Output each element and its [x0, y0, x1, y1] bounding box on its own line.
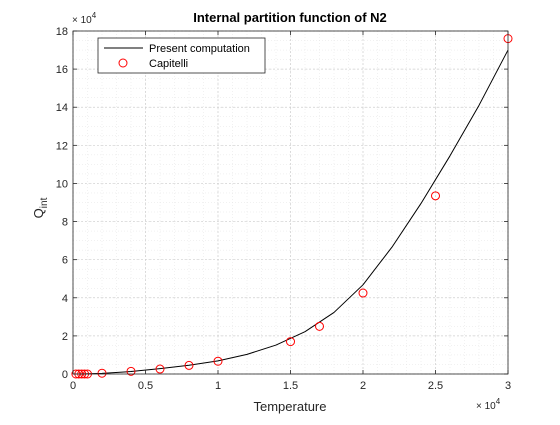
x-axis-label: Temperature	[254, 399, 327, 414]
y-tick-label: 14	[56, 102, 68, 114]
x-tick-label: 1.5	[283, 380, 298, 392]
x-exponent-power: 4	[496, 397, 501, 406]
x-exponent-base: × 10	[476, 401, 496, 412]
y-axis-label-main: Q	[31, 208, 46, 218]
chart-title: Internal partition function of N2	[193, 10, 387, 25]
y-tick-label: 16	[56, 64, 68, 76]
x-tick-label: 3	[505, 380, 511, 392]
legend-entry-capitelli: Capitelli	[149, 58, 188, 70]
x-tick-label: 2.5	[428, 380, 443, 392]
legend-entry-present-computation: Present computation	[149, 43, 250, 55]
y-tick-label: 6	[62, 255, 68, 267]
y-tick-label: 2	[62, 331, 68, 343]
x-tick-label: 0	[70, 380, 76, 392]
y-exponent-power: 4	[92, 11, 97, 20]
x-tick-label: 2	[360, 380, 366, 392]
x-tick-label: 1	[215, 380, 221, 392]
y-tick-label: 12	[56, 140, 68, 152]
y-exponent-base: × 10	[72, 15, 92, 26]
y-tick-label: 10	[56, 178, 68, 190]
y-tick-label: 0	[62, 369, 68, 381]
y-tick-label: 18	[56, 26, 68, 38]
legend: Present computation Capitelli	[98, 38, 265, 73]
y-tick-label: 8	[62, 217, 68, 229]
y-axis-label-subscript: int	[39, 197, 50, 208]
y-tick-label: 4	[62, 293, 68, 305]
x-tick-label: 0.5	[138, 380, 153, 392]
